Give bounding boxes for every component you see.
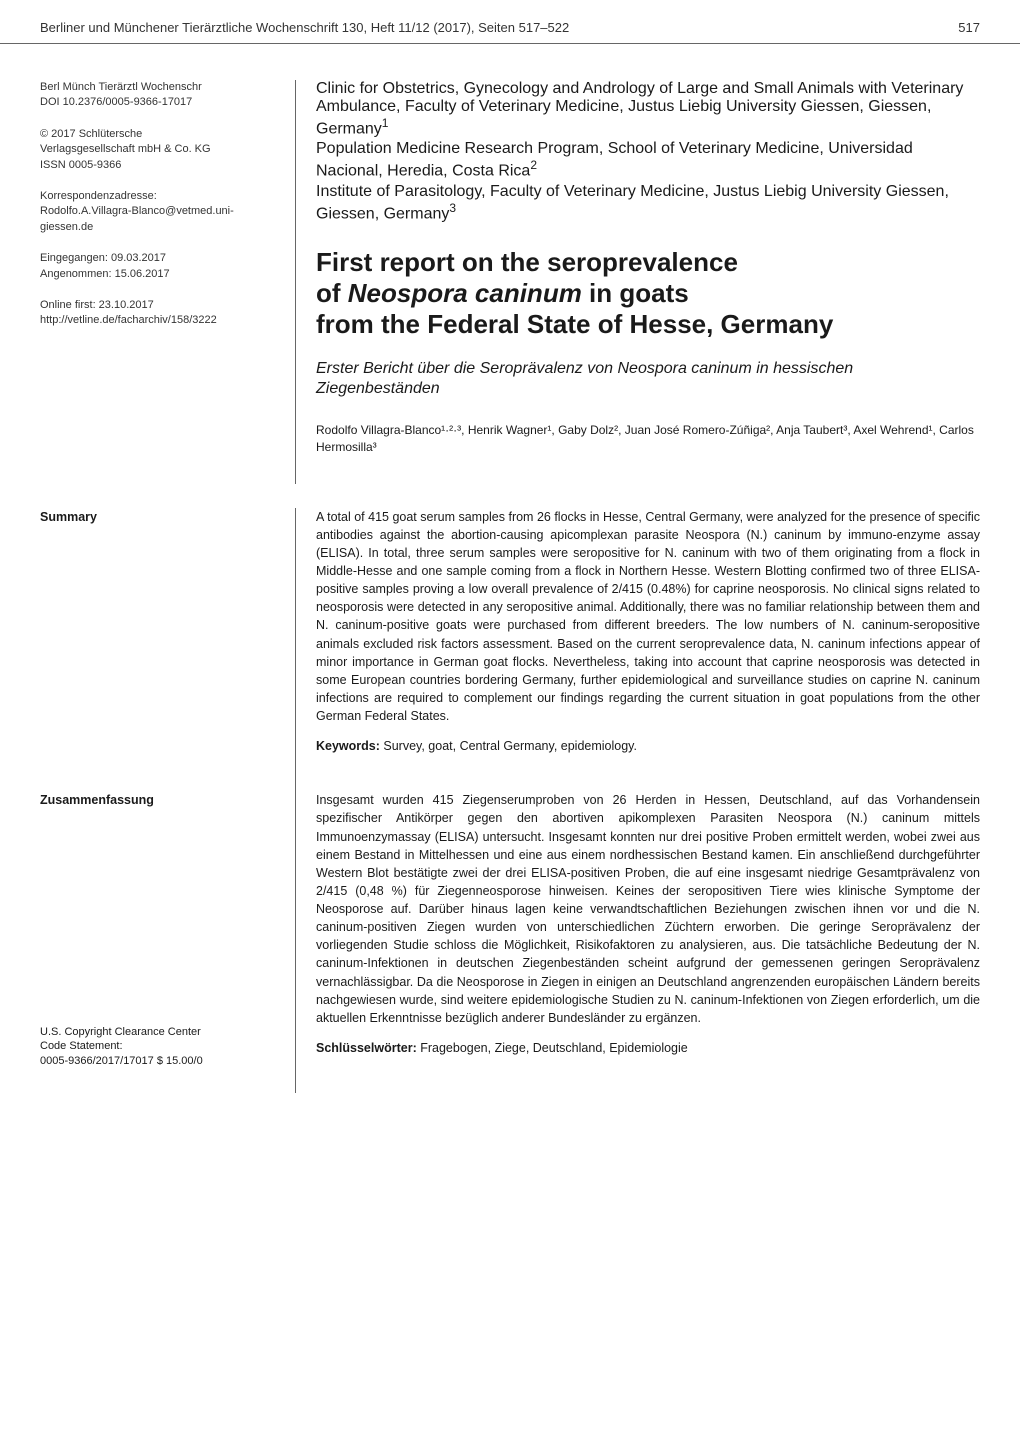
ccc-line-1: U.S. Copyright Clearance Center: [40, 1025, 279, 1040]
summary-body-col: A total of 415 goat serum samples from 2…: [296, 508, 980, 792]
zusammen-label-col: Zusammenfassung U.S. Copyright Clearance…: [40, 791, 296, 1093]
summary-text: A total of 415 goat serum samples from 2…: [316, 508, 980, 726]
article-title: First report on the seroprevalence of Ne…: [316, 247, 980, 341]
affiliations: Clinic for Obstetrics, Gynecology and An…: [316, 80, 980, 223]
archive-url: http://vetline.de/facharchiv/158/3222: [40, 313, 279, 328]
correspondence-email: Rodolfo.A.Villagra-Blanco@vetmed.uni-gie…: [40, 204, 279, 235]
ccc-line-2: Code Statement:: [40, 1039, 279, 1054]
top-section: Berl Münch Tierärztl Wochenschr DOI 10.2…: [0, 44, 1020, 508]
title-line-2-post: in goats: [582, 278, 689, 308]
schluessel-label: Schlüsselwörter:: [316, 1041, 417, 1055]
received-date: Eingegangen: 09.03.2017: [40, 251, 279, 266]
accepted-date: Angenommen: 15.06.2017: [40, 267, 279, 282]
ccc-block: U.S. Copyright Clearance Center Code Sta…: [40, 1025, 279, 1070]
affil-sup-3: 3: [449, 201, 456, 215]
author-list: Rodolfo Villagra-Blanco¹·²·³, Henrik Wag…: [316, 422, 980, 456]
article-head: Clinic for Obstetrics, Gynecology and An…: [296, 80, 980, 484]
zusammen-keywords: Schlüsselwörter: Fragebogen, Ziege, Deut…: [316, 1039, 980, 1057]
title-line-1: First report on the seroprevalence: [316, 247, 738, 277]
meta-sidebar: Berl Münch Tierärztl Wochenschr DOI 10.2…: [40, 80, 296, 484]
ccc-line-3: 0005-9366/2017/17017 $ 15.00/0: [40, 1054, 279, 1069]
page-number: 517: [920, 20, 980, 35]
affiliation-2-text: Population Medicine Research Program, Sc…: [316, 140, 913, 179]
zusammen-label: Zusammenfassung: [40, 793, 279, 807]
schluessel-text: Fragebogen, Ziege, Deutschland, Epidemio…: [417, 1041, 688, 1055]
copyright-line: © 2017 Schlütersche: [40, 127, 279, 142]
issn: ISSN 0005-9366: [40, 158, 279, 173]
publisher: Verlagsgesellschaft mbH & Co. KG: [40, 142, 279, 157]
online-first: Online first: 23.10.2017: [40, 298, 279, 313]
summary-label: Summary: [40, 510, 279, 524]
affil-sup-1: 1: [382, 116, 389, 130]
keywords-text: Survey, goat, Central Germany, epidemiol…: [380, 739, 637, 753]
correspondence-label: Korrespondenzadresse:: [40, 189, 279, 204]
zusammenfassung-section: Zusammenfassung U.S. Copyright Clearance…: [0, 791, 1020, 1093]
keywords-label: Keywords:: [316, 739, 380, 753]
title-line-2-pre: of: [316, 278, 348, 308]
running-header: Berliner und Münchener Tierärztliche Woc…: [0, 0, 1020, 44]
zusammen-body-col: Insgesamt wurden 415 Ziegenserumproben v…: [296, 791, 980, 1093]
summary-label-col: Summary: [40, 508, 296, 792]
affiliation-1-text: Clinic for Obstetrics, Gynecology and An…: [316, 80, 963, 137]
affiliation-1: Clinic for Obstetrics, Gynecology and An…: [316, 80, 980, 138]
zusammen-text: Insgesamt wurden 415 Ziegenserumproben v…: [316, 791, 980, 1027]
summary-section: Summary A total of 415 goat serum sample…: [0, 508, 1020, 792]
summary-keywords: Keywords: Survey, goat, Central Germany,…: [316, 737, 980, 755]
affil-sup-2: 2: [530, 158, 537, 172]
journal-short: Berl Münch Tierärztl Wochenschr: [40, 80, 279, 95]
journal-line: Berliner und Münchener Tierärztliche Woc…: [40, 20, 920, 35]
affiliation-2: Population Medicine Research Program, Sc…: [316, 140, 980, 180]
title-line-2-em: Neospora caninum: [348, 278, 582, 308]
article-subtitle: Erster Bericht über die Seroprävalenz vo…: [316, 359, 980, 401]
affiliation-3: Institute of Parasitology, Faculty of Ve…: [316, 183, 980, 223]
affiliation-3-text: Institute of Parasitology, Faculty of Ve…: [316, 183, 949, 222]
doi: DOI 10.2376/0005-9366-17017: [40, 95, 279, 110]
title-line-3: from the Federal State of Hesse, Germany: [316, 309, 833, 339]
